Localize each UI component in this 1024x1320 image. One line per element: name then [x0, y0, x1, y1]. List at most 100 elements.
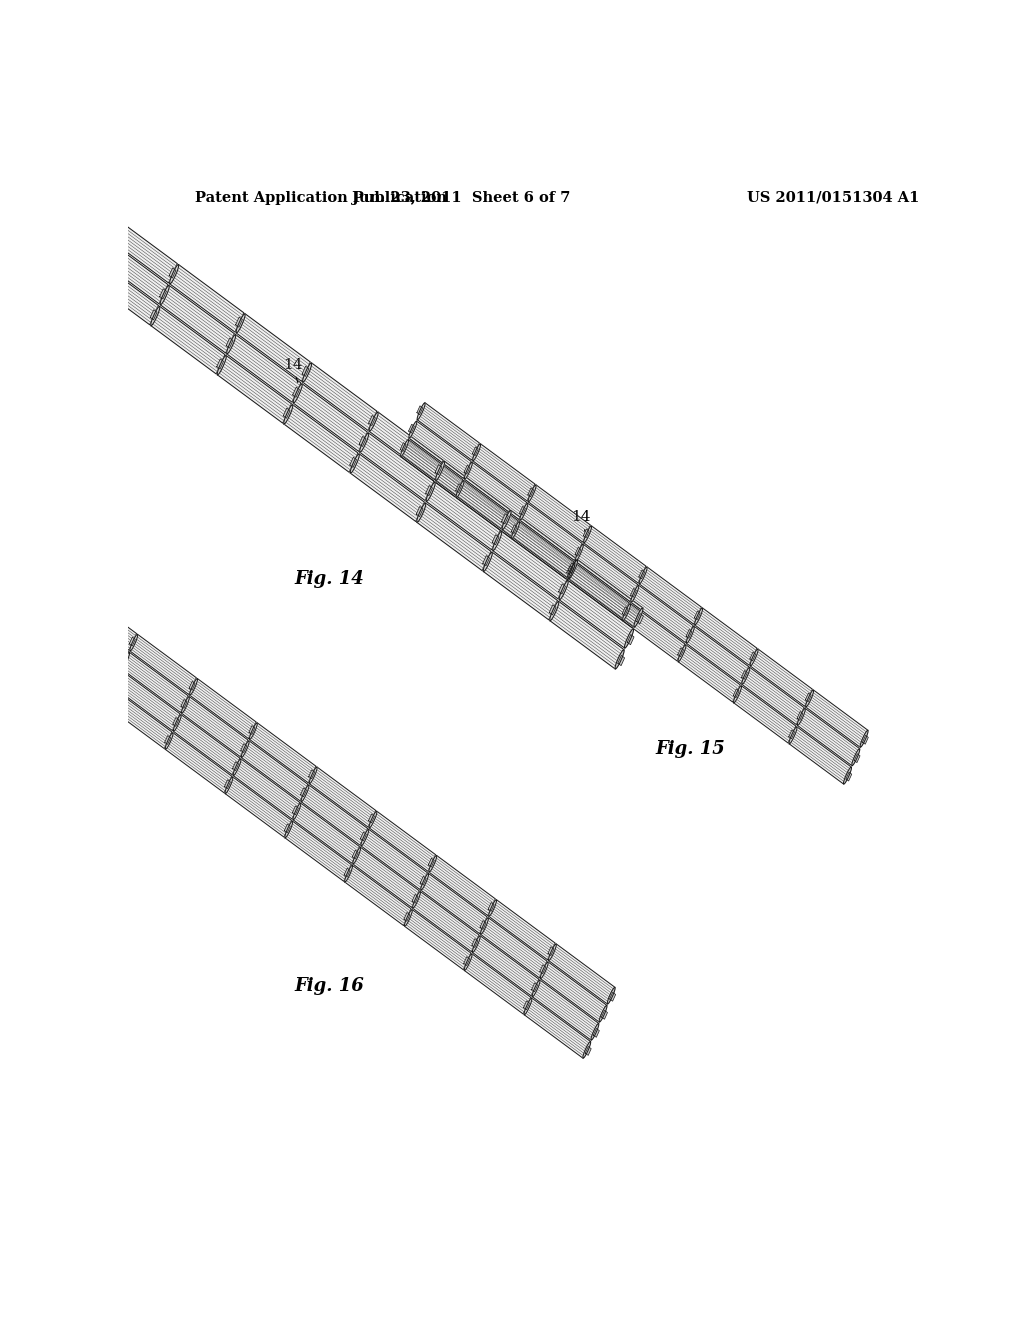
Ellipse shape — [678, 644, 686, 661]
Polygon shape — [788, 730, 795, 739]
Polygon shape — [412, 895, 418, 903]
Polygon shape — [45, 647, 51, 656]
Ellipse shape — [359, 433, 369, 453]
Ellipse shape — [524, 998, 531, 1015]
Polygon shape — [62, 609, 128, 668]
Polygon shape — [360, 832, 367, 841]
Polygon shape — [249, 726, 255, 734]
Polygon shape — [236, 317, 243, 327]
Ellipse shape — [53, 626, 61, 643]
Ellipse shape — [170, 264, 179, 284]
Polygon shape — [403, 912, 410, 921]
Text: 14: 14 — [283, 358, 302, 383]
Text: 14: 14 — [570, 511, 590, 533]
Polygon shape — [734, 686, 796, 743]
Ellipse shape — [844, 767, 852, 784]
Polygon shape — [528, 484, 591, 543]
Polygon shape — [189, 678, 256, 739]
Polygon shape — [130, 635, 197, 694]
Ellipse shape — [549, 944, 556, 961]
Ellipse shape — [634, 607, 643, 627]
Polygon shape — [549, 605, 556, 615]
Polygon shape — [84, 260, 90, 271]
Polygon shape — [678, 648, 684, 656]
Polygon shape — [528, 488, 534, 496]
Polygon shape — [601, 1010, 607, 1019]
Polygon shape — [28, 187, 101, 255]
Polygon shape — [293, 387, 299, 397]
Polygon shape — [18, 209, 92, 276]
Polygon shape — [421, 874, 487, 933]
Ellipse shape — [502, 511, 511, 529]
Ellipse shape — [417, 503, 426, 523]
Polygon shape — [686, 630, 692, 639]
Polygon shape — [639, 566, 701, 624]
Polygon shape — [400, 442, 407, 451]
Polygon shape — [217, 355, 292, 424]
Polygon shape — [741, 671, 748, 680]
Polygon shape — [631, 589, 636, 597]
Polygon shape — [426, 486, 432, 496]
Ellipse shape — [584, 525, 592, 543]
Ellipse shape — [488, 900, 497, 916]
Ellipse shape — [798, 709, 805, 726]
Polygon shape — [559, 581, 634, 648]
Polygon shape — [417, 405, 423, 414]
Polygon shape — [160, 289, 167, 298]
Polygon shape — [104, 692, 111, 700]
Ellipse shape — [464, 954, 472, 970]
Polygon shape — [303, 363, 377, 430]
Ellipse shape — [350, 454, 359, 474]
Polygon shape — [27, 190, 34, 201]
Polygon shape — [575, 548, 581, 556]
Polygon shape — [678, 644, 740, 702]
Ellipse shape — [46, 644, 53, 661]
Polygon shape — [121, 655, 127, 664]
Polygon shape — [733, 689, 739, 698]
Polygon shape — [17, 211, 24, 222]
Polygon shape — [806, 690, 868, 747]
Ellipse shape — [575, 544, 584, 561]
Ellipse shape — [541, 962, 548, 978]
Ellipse shape — [226, 334, 236, 354]
Ellipse shape — [84, 257, 93, 277]
Polygon shape — [488, 903, 495, 911]
Ellipse shape — [583, 1041, 591, 1059]
Polygon shape — [520, 503, 582, 561]
Ellipse shape — [302, 363, 311, 383]
Ellipse shape — [567, 562, 575, 579]
Ellipse shape — [464, 462, 472, 479]
Ellipse shape — [61, 609, 70, 624]
Ellipse shape — [122, 652, 130, 669]
Polygon shape — [854, 754, 860, 763]
Polygon shape — [523, 1001, 529, 1010]
Polygon shape — [361, 829, 427, 890]
Polygon shape — [593, 1028, 599, 1038]
Polygon shape — [540, 965, 546, 974]
Ellipse shape — [483, 552, 493, 572]
Polygon shape — [173, 714, 240, 775]
Polygon shape — [284, 405, 358, 473]
Polygon shape — [472, 936, 539, 995]
Ellipse shape — [429, 855, 437, 873]
Polygon shape — [404, 909, 471, 970]
Ellipse shape — [181, 697, 189, 713]
Polygon shape — [309, 770, 314, 779]
Polygon shape — [102, 219, 110, 228]
Polygon shape — [493, 531, 567, 599]
Ellipse shape — [233, 759, 241, 776]
Ellipse shape — [860, 730, 868, 747]
Ellipse shape — [559, 581, 568, 599]
Polygon shape — [846, 772, 852, 781]
Ellipse shape — [625, 628, 634, 648]
Ellipse shape — [413, 891, 421, 908]
Ellipse shape — [409, 421, 417, 438]
Polygon shape — [531, 983, 538, 991]
Ellipse shape — [480, 917, 488, 935]
Polygon shape — [350, 457, 356, 467]
Ellipse shape — [532, 979, 540, 997]
Polygon shape — [862, 735, 868, 744]
Ellipse shape — [639, 566, 647, 583]
Polygon shape — [237, 314, 310, 381]
Polygon shape — [189, 681, 196, 690]
